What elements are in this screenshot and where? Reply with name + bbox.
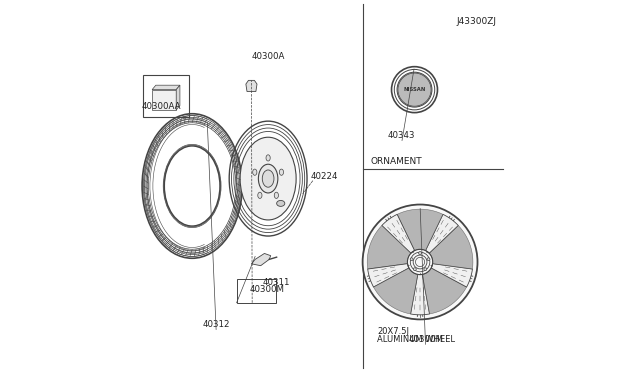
Ellipse shape [279, 169, 284, 175]
Text: 40224: 40224 [311, 172, 338, 181]
Ellipse shape [259, 164, 278, 193]
Text: 40300M: 40300M [408, 335, 443, 344]
Polygon shape [367, 225, 411, 269]
Polygon shape [397, 209, 443, 251]
Bar [143, 75, 189, 118]
Text: NISSAN: NISSAN [403, 87, 426, 92]
Text: ORNAMENT: ORNAMENT [370, 157, 422, 166]
Polygon shape [152, 85, 180, 90]
Ellipse shape [262, 170, 274, 187]
Text: 40300A: 40300A [252, 52, 285, 61]
Polygon shape [176, 85, 180, 110]
Text: ALUMINUM WHEEL: ALUMINUM WHEEL [378, 335, 456, 344]
Polygon shape [429, 225, 473, 269]
Polygon shape [368, 264, 409, 287]
Text: 40343: 40343 [388, 131, 415, 141]
Polygon shape [252, 253, 271, 266]
Ellipse shape [258, 192, 262, 198]
Polygon shape [422, 268, 467, 314]
Text: 40311: 40311 [262, 278, 290, 287]
Text: 20X7.5J: 20X7.5J [378, 327, 410, 336]
Ellipse shape [275, 192, 278, 198]
Text: J43300ZJ: J43300ZJ [456, 17, 496, 26]
Bar [152, 90, 176, 110]
Text: 40300AA: 40300AA [142, 102, 182, 111]
Ellipse shape [253, 169, 257, 175]
Ellipse shape [266, 155, 270, 161]
Polygon shape [426, 214, 458, 253]
Circle shape [410, 258, 413, 261]
Polygon shape [431, 264, 472, 287]
Bar [237, 279, 276, 303]
Polygon shape [382, 214, 415, 253]
Circle shape [424, 268, 427, 270]
Circle shape [363, 205, 477, 320]
Text: 40300M: 40300M [250, 285, 285, 294]
Circle shape [419, 251, 422, 254]
Circle shape [413, 268, 416, 270]
Circle shape [397, 72, 432, 107]
Circle shape [398, 73, 431, 106]
Text: 40312: 40312 [202, 321, 230, 330]
Polygon shape [411, 275, 429, 315]
Circle shape [427, 258, 430, 261]
Polygon shape [374, 268, 418, 314]
Ellipse shape [240, 137, 296, 220]
Polygon shape [246, 80, 257, 92]
Ellipse shape [276, 201, 285, 206]
